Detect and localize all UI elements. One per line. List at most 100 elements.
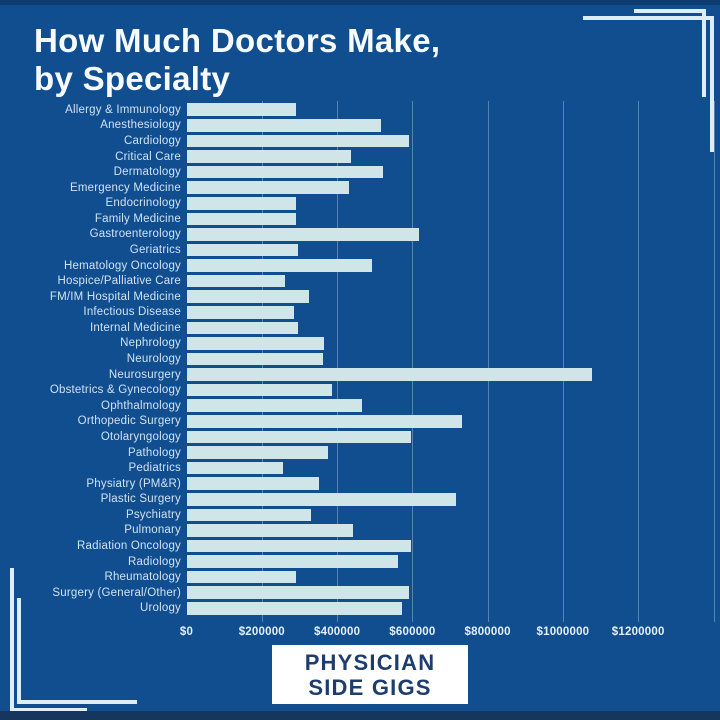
gridline [638, 101, 640, 622]
bar-row: Allergy & Immunology [0, 102, 713, 118]
bar-row: Endocrinology [0, 195, 713, 211]
specialty-label: Psychiatry [125, 508, 181, 521]
bar-track [187, 274, 713, 288]
value-bar [187, 477, 319, 490]
bar-track [187, 524, 713, 537]
bar-track [187, 181, 713, 194]
bar-row: Infectious Disease [0, 305, 713, 321]
bar-row: Gastroenterology [0, 227, 713, 243]
bar-track [187, 430, 713, 444]
bar-row: Radiology [0, 554, 713, 570]
value-bar [187, 383, 332, 397]
specialty-label: Family Medicine [94, 212, 181, 225]
value-bar [187, 399, 362, 413]
specialty-label: Ophthalmology [101, 399, 181, 412]
specialty-label: Nephrology [120, 337, 181, 350]
x-tick-label: $200000 [238, 626, 285, 638]
x-tick-label: $1000000 [536, 626, 590, 638]
value-bar [187, 150, 351, 163]
value-bar [187, 103, 297, 117]
bar-row: Geriatrics [0, 242, 713, 258]
bar-row: Anesthesiology [0, 118, 713, 134]
bar-track [187, 539, 713, 553]
value-bar [187, 259, 372, 272]
bar-row: Obstetrics & Gynecology [0, 382, 713, 398]
specialty-label: Anesthesiology [100, 119, 181, 132]
specialty-label: Urology [139, 602, 181, 615]
chart-title-line2: by Specialty [34, 60, 231, 97]
bar-row: Surgery (General/Other) [0, 585, 713, 601]
bar-track [187, 259, 713, 272]
bar-row: Ophthalmology [0, 398, 713, 414]
bottom-edge-strip [0, 711, 720, 720]
x-tick-label: $600000 [389, 626, 436, 638]
x-axis-tick-labels: $0 $200000 $400000 $600000 $800000 $1000000 $1… [180, 626, 714, 642]
specialty-label: Neurology [126, 353, 181, 366]
bar-row: Cardiology [0, 133, 713, 149]
gridline [713, 101, 715, 622]
gridline [412, 101, 414, 622]
value-bar [187, 368, 592, 381]
bar-row: Radiation Oncology [0, 538, 713, 554]
value-bar [187, 243, 298, 257]
x-tick-label: $800000 [464, 626, 511, 638]
specialty-label: Radiation Oncology [77, 539, 181, 552]
bar-row: Psychiatry [0, 507, 713, 523]
value-bar [187, 274, 285, 288]
specialty-label: Gastroenterology [89, 228, 181, 241]
specialty-label: Pathology [128, 446, 181, 459]
bar-track [187, 119, 713, 132]
specialty-label: Hematology Oncology [64, 259, 181, 272]
value-bar [187, 601, 402, 615]
physician-side-gigs-logo: PHYSICIAN SIDE GIGS [272, 645, 468, 704]
bar-row: Pediatrics [0, 460, 713, 476]
value-bar [187, 508, 312, 522]
logo-text-line2: SIDE GIGS [308, 674, 432, 700]
specialty-label: Cardiology [124, 134, 181, 147]
value-bar [187, 134, 410, 148]
bar-track [187, 165, 713, 179]
bar-track [187, 555, 713, 568]
bar-track [187, 134, 713, 148]
bar-track [187, 368, 713, 381]
specialty-label: Endocrinology [105, 197, 181, 210]
bar-row: Urology [0, 601, 713, 617]
value-bar [187, 586, 410, 599]
bar-row: Critical Care [0, 149, 713, 165]
specialty-label: Critical Care [115, 150, 181, 163]
value-bar [187, 196, 297, 210]
bar-track [187, 290, 713, 304]
specialty-label: Internal Medicine [90, 321, 181, 334]
bar-row: Physiatry (PM&R) [0, 476, 713, 492]
bar-track [187, 196, 713, 210]
bar-row: Hematology Oncology [0, 258, 713, 274]
bar-track [187, 570, 713, 584]
specialty-label: Neurosurgery [108, 368, 181, 381]
value-bar [187, 539, 411, 553]
value-bar [187, 446, 329, 459]
bar-track [187, 446, 713, 459]
specialty-label: Pulmonary [124, 524, 181, 537]
bar-track [187, 337, 713, 350]
bar-track [187, 492, 713, 506]
specialty-label: Obstetrics & Gynecology [49, 384, 181, 397]
gridline [487, 101, 489, 622]
x-tick-label: $400000 [314, 626, 361, 638]
specialty-label: Emergency Medicine [70, 181, 181, 194]
specialty-label: Physiatry (PM&R) [86, 477, 181, 490]
bar-row: Rheumatology [0, 569, 713, 585]
specialty-label: Otolaryngology [100, 430, 181, 443]
x-tick-label: $0 [179, 626, 194, 638]
specialty-label: Rheumatology [104, 571, 181, 584]
corner-line [710, 16, 714, 152]
corner-line [17, 700, 137, 704]
specialty-label: Surgery (General/Other) [52, 586, 181, 599]
value-bar [187, 492, 457, 506]
chart-title: How Much Doctors Make, by Specialty [34, 22, 440, 98]
value-bar [187, 306, 295, 319]
corner-line [702, 9, 706, 97]
value-bar [187, 181, 349, 194]
specialty-label: Orthopedic Surgery [77, 415, 181, 428]
gridline [337, 101, 339, 622]
bar-track [187, 228, 713, 241]
